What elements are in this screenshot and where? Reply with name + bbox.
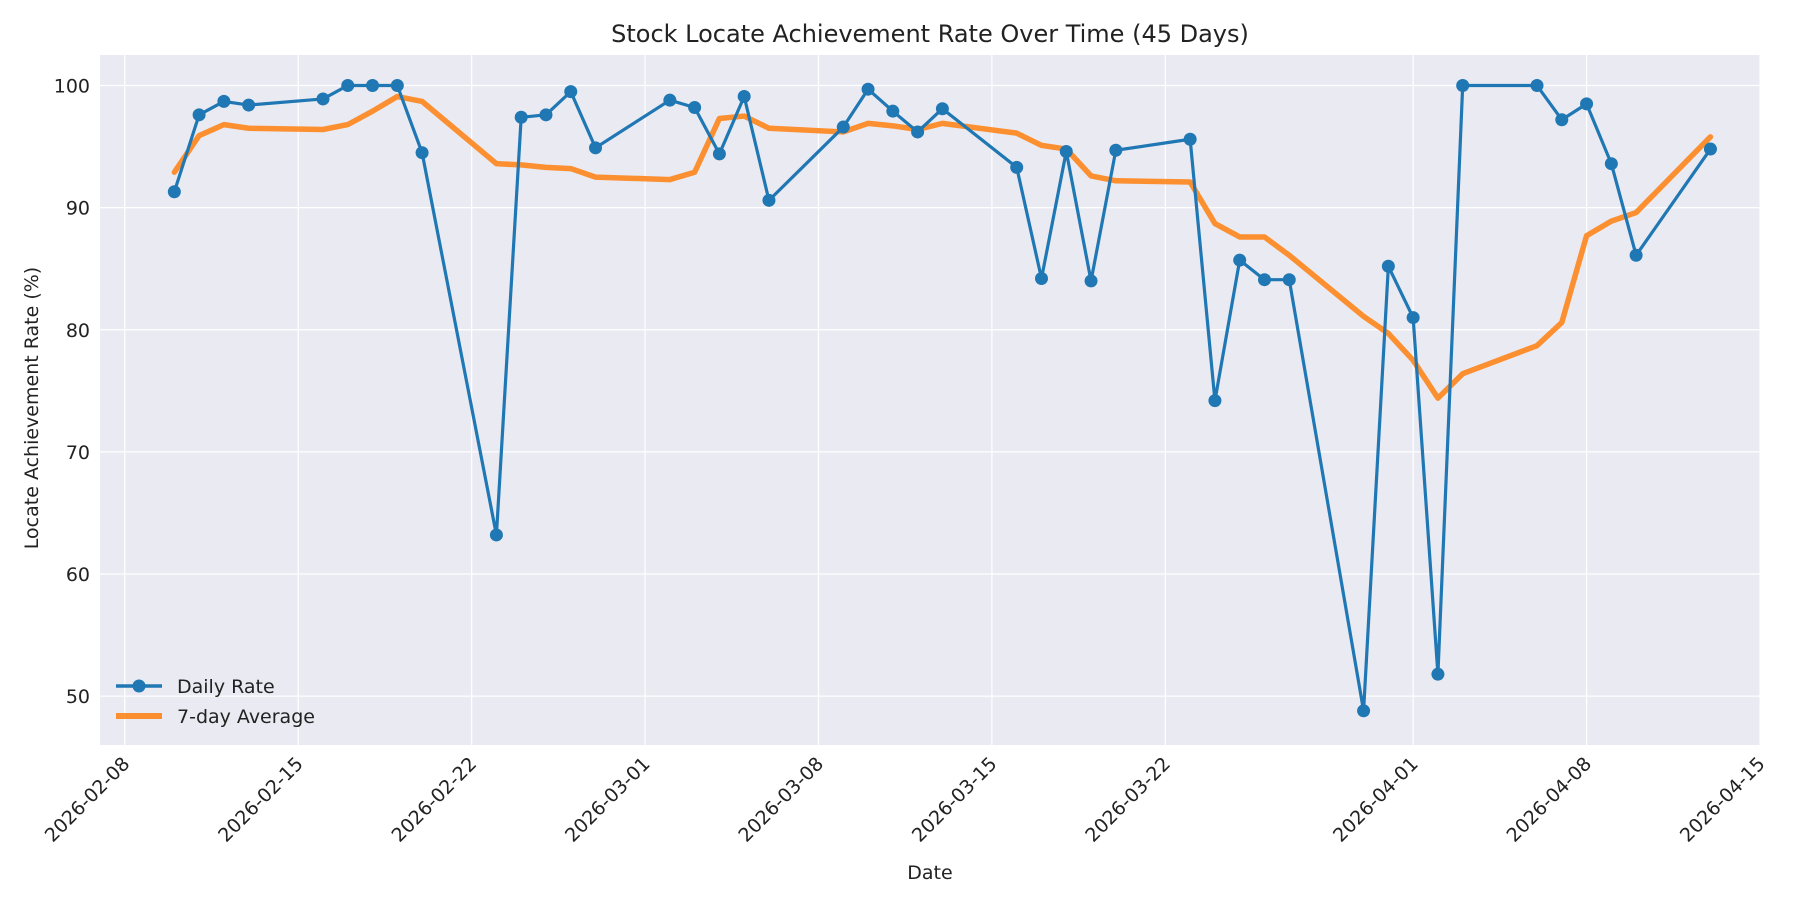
x-axis-label: Date xyxy=(907,862,952,884)
legend-label-7-day-average: 7-day Average xyxy=(177,706,315,728)
data-point-daily-rate xyxy=(242,98,256,112)
data-point-daily-rate xyxy=(688,101,702,115)
data-point-daily-rate xyxy=(1233,253,1247,267)
legend-marker-daily-rate xyxy=(132,679,146,693)
data-point-daily-rate xyxy=(390,79,404,93)
data-point-daily-rate xyxy=(589,141,603,155)
chart-title: Stock Locate Achievement Rate Over Time … xyxy=(611,20,1249,48)
data-point-daily-rate xyxy=(564,85,578,99)
data-point-daily-rate xyxy=(1629,248,1643,262)
y-tick-label: 90 xyxy=(66,198,90,220)
data-point-daily-rate xyxy=(1034,271,1048,285)
data-point-daily-rate xyxy=(1257,273,1271,287)
legend-label-daily-rate: Daily Rate xyxy=(177,676,275,698)
data-point-daily-rate xyxy=(316,92,330,106)
y-axis-ticks: 50 60 70 80 90 100 xyxy=(54,76,90,709)
data-point-daily-rate xyxy=(366,79,380,93)
plot-area xyxy=(100,55,1760,745)
data-point-daily-rate xyxy=(737,90,751,104)
series-group xyxy=(167,79,1717,718)
gridlines xyxy=(100,55,1761,745)
y-tick-label: 80 xyxy=(66,320,90,342)
legend: Daily Rate 7-day Average xyxy=(116,676,315,728)
data-point-daily-rate xyxy=(192,108,206,122)
data-point-daily-rate xyxy=(1406,311,1420,325)
data-point-daily-rate xyxy=(886,104,900,118)
data-point-daily-rate xyxy=(1555,113,1569,127)
data-point-daily-rate xyxy=(1208,394,1222,408)
data-point-daily-rate xyxy=(1431,667,1445,681)
data-point-daily-rate xyxy=(762,193,776,207)
data-point-daily-rate xyxy=(415,146,429,160)
data-point-daily-rate xyxy=(1456,79,1470,93)
data-point-daily-rate xyxy=(1703,142,1717,156)
data-point-daily-rate xyxy=(663,93,677,107)
data-point-daily-rate xyxy=(935,102,949,116)
data-point-daily-rate xyxy=(1357,704,1371,718)
y-tick-label: 100 xyxy=(54,76,90,98)
data-point-daily-rate xyxy=(167,185,181,199)
data-point-daily-rate xyxy=(217,94,231,108)
data-point-daily-rate xyxy=(1604,157,1618,171)
y-axis-label: Locate Achievement Rate (%) xyxy=(21,267,43,549)
data-point-daily-rate xyxy=(1282,273,1296,287)
data-point-daily-rate xyxy=(1109,143,1123,157)
data-point-daily-rate xyxy=(489,528,503,542)
data-point-daily-rate xyxy=(911,125,925,139)
data-point-daily-rate xyxy=(836,120,850,134)
y-tick-label: 70 xyxy=(66,442,90,464)
y-tick-label: 50 xyxy=(66,686,90,708)
data-point-daily-rate xyxy=(712,147,726,161)
data-point-daily-rate xyxy=(1059,144,1073,158)
data-point-daily-rate xyxy=(341,79,355,93)
data-point-daily-rate xyxy=(539,108,553,122)
data-point-daily-rate xyxy=(1010,160,1024,174)
y-tick-label: 60 xyxy=(66,564,90,586)
data-point-daily-rate xyxy=(861,82,875,96)
data-point-daily-rate xyxy=(514,110,528,124)
data-point-daily-rate xyxy=(1381,259,1395,273)
data-point-daily-rate xyxy=(1183,132,1197,146)
data-point-daily-rate xyxy=(1580,97,1594,111)
data-point-daily-rate xyxy=(1530,79,1544,93)
data-point-daily-rate xyxy=(1084,274,1098,288)
